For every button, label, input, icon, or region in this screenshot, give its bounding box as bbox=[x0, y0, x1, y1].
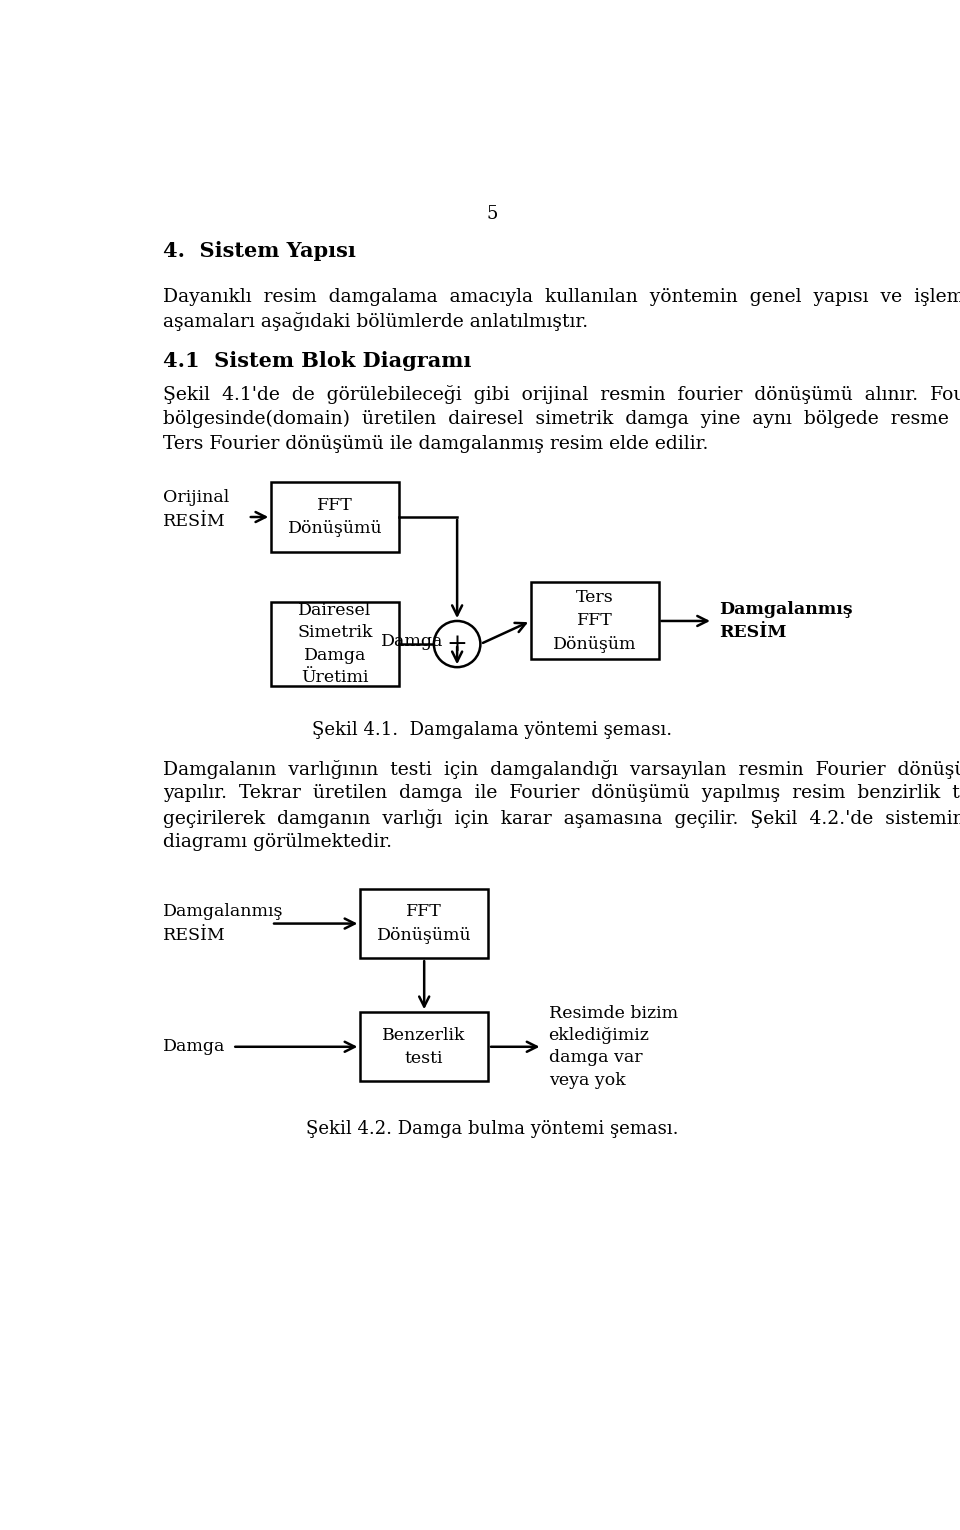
Text: Şekil 4.1.  Damgalama yöntemi şeması.: Şekil 4.1. Damgalama yöntemi şeması. bbox=[312, 721, 672, 739]
Text: aşamaları aşağıdaki bölümlerde anlatılmıştır.: aşamaları aşağıdaki bölümlerde anlatılmı… bbox=[162, 312, 588, 330]
Bar bbox=[271, 482, 399, 552]
Text: geçirilerek  damganın  varlığı  için  karar  aşamasına  geçilir.  Şekil  4.2.'de: geçirilerek damganın varlığı için karar … bbox=[162, 809, 960, 828]
Text: Damgalanmış
RESİM: Damgalanmış RESİM bbox=[162, 903, 283, 944]
Text: 4.1  Sistem Blok Diagramı: 4.1 Sistem Blok Diagramı bbox=[162, 350, 471, 370]
Circle shape bbox=[434, 621, 480, 667]
Text: Dayanıklı  resim  damgalama  amacıyla  kullanılan  yöntemin  genel  yapısı  ve  : Dayanıklı resim damgalama amacıyla kulla… bbox=[162, 288, 960, 306]
Text: FFT
Dönüşümü: FFT Dönüşümü bbox=[288, 497, 382, 537]
Text: Şekil 4.2. Damga bulma yöntemi şeması.: Şekil 4.2. Damga bulma yöntemi şeması. bbox=[305, 1120, 679, 1138]
Text: Dairesel
Simetrik
Damga
Üretimi: Dairesel Simetrik Damga Üretimi bbox=[298, 603, 372, 685]
Text: Benzerlik
testi: Benzerlik testi bbox=[382, 1027, 466, 1066]
Text: bölgesinde(domain)  üretilen  dairesel  simetrik  damga  yine  aynı  bölgede  re: bölgesinde(domain) üretilen dairesel sim… bbox=[162, 410, 960, 428]
Text: yapılır.  Tekrar  üretilen  damga  ile  Fourier  dönüşümü  yapılmış  resim  benz: yapılır. Tekrar üretilen damga ile Fouri… bbox=[162, 785, 960, 802]
Text: 4.  Sistem Yapısı: 4. Sistem Yapısı bbox=[162, 242, 355, 262]
Text: +: + bbox=[446, 632, 468, 655]
Text: Resimde bizim
eklediğimiz
damga var
veya yok: Resimde bizim eklediğimiz damga var veya… bbox=[548, 1005, 678, 1088]
Text: Orijinal
RESİM: Orijinal RESİM bbox=[162, 490, 228, 529]
Text: diagramı görülmektedir.: diagramı görülmektedir. bbox=[162, 834, 392, 852]
Text: FFT
Dönüşümü: FFT Dönüşümü bbox=[377, 903, 471, 944]
Text: Ters Fourier dönüşümü ile damgalanmış resim elde edilir.: Ters Fourier dönüşümü ile damgalanmış re… bbox=[162, 435, 708, 453]
Bar bbox=[531, 583, 659, 659]
Text: Damga: Damga bbox=[162, 1039, 225, 1056]
Text: Damgalanın  varlığının  testi  için  damgalandığı  varsayılan  resmin  Fourier  : Damgalanın varlığının testi için damgala… bbox=[162, 759, 960, 779]
Bar bbox=[360, 889, 488, 958]
Bar bbox=[271, 601, 399, 687]
Text: Damgalanmış
RESİM: Damgalanmış RESİM bbox=[719, 601, 852, 641]
Bar bbox=[360, 1013, 488, 1082]
Text: Damga: Damga bbox=[381, 633, 444, 650]
Text: Ters
FFT
Dönüşüm: Ters FFT Dönüşüm bbox=[553, 589, 636, 653]
Text: Şekil  4.1'de  de  görülebileceği  gibi  orijinal  resmin  fourier  dönüşümü  al: Şekil 4.1'de de görülebileceği gibi orij… bbox=[162, 386, 960, 404]
Text: 5: 5 bbox=[487, 205, 497, 223]
